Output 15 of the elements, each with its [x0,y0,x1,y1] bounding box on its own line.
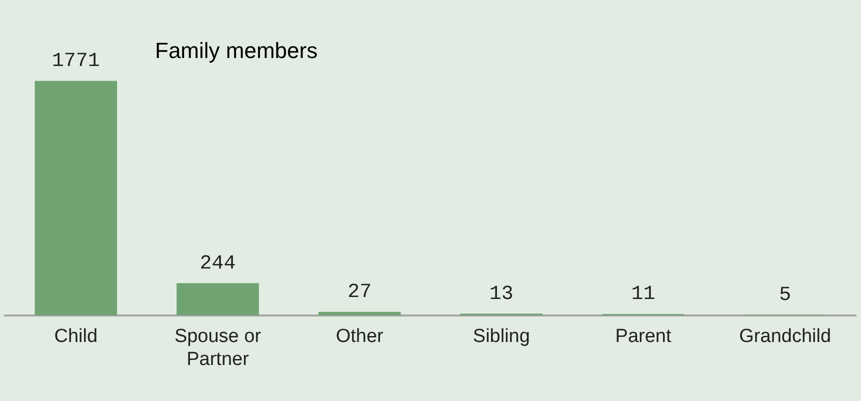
x-tick-label: Other [336,326,384,348]
x-tick-label: Parent [615,326,672,348]
chart-title: Family members [155,38,318,64]
x-tick-label: Grandchild [739,326,832,348]
x-tick-label: Child [54,326,98,348]
data-label: 1771 [52,50,100,74]
bar [176,283,259,316]
bar [34,80,118,316]
data-label: 11 [631,283,656,306]
data-label: 5 [779,284,792,308]
data-label: 244 [200,252,236,276]
x-tick-label: Spouse or Partner [174,326,262,370]
data-label: 13 [489,282,514,306]
x-tick-label: Sibling [472,326,530,348]
data-label: 27 [348,281,372,304]
